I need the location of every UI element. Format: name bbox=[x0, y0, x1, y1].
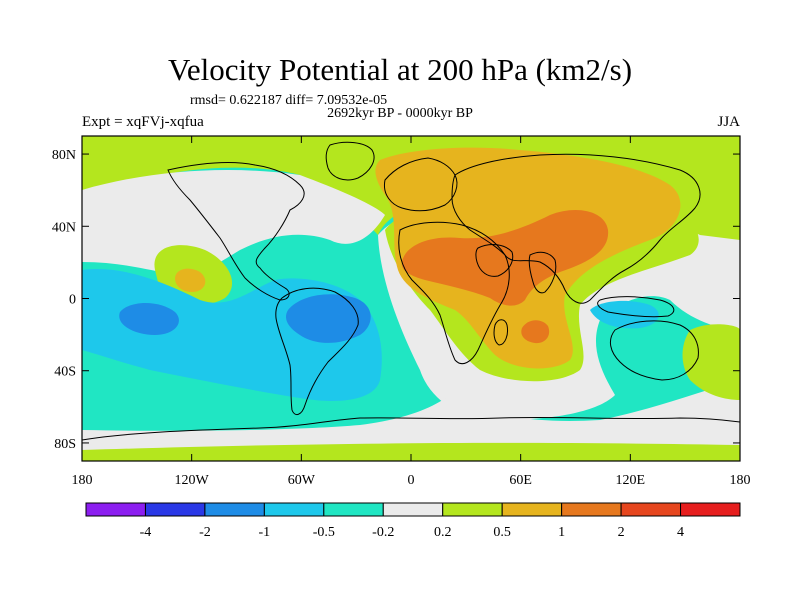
coast-arabia bbox=[475, 244, 514, 277]
coast-antarctica bbox=[82, 416, 740, 441]
lat-tick-label: 40S bbox=[54, 365, 76, 380]
colorbar-swatch bbox=[204, 502, 265, 517]
field-neutral-north-america bbox=[82, 170, 385, 276]
season-label: JJA bbox=[717, 114, 740, 130]
colorbar-tick-label: -2 bbox=[199, 525, 211, 540]
coast-asia bbox=[451, 153, 701, 304]
colorbar-tick-label: 0.2 bbox=[434, 525, 452, 540]
colorbar-swatch bbox=[501, 502, 563, 517]
lon-tick-label: 180 bbox=[730, 473, 751, 488]
colorbar-swatch bbox=[442, 502, 503, 517]
stats-label: rmsd= 0.622187 diff= 7.09532e-05 bbox=[190, 93, 388, 108]
lat-tick-label: 80S bbox=[54, 437, 76, 452]
field-pos-weak-south bbox=[82, 442, 740, 461]
plot-title: Velocity Potential at 200 hPa (km2/s) bbox=[167, 52, 633, 87]
lat-tick-label: 0 bbox=[69, 293, 76, 308]
field-pos-mid-pacific bbox=[175, 268, 206, 292]
field-neg-strong-west-pacific bbox=[119, 303, 179, 335]
period-label: 2692kyr BP - 0000kyr BP bbox=[327, 106, 473, 121]
colorbar-tick-label: -0.5 bbox=[313, 525, 335, 540]
colorbar-tick-label: 4 bbox=[677, 525, 684, 540]
coast-greenland bbox=[325, 141, 375, 181]
coast-south-america bbox=[275, 287, 359, 416]
colorbar-tick-label: 2 bbox=[618, 525, 625, 540]
colorbar-swatch bbox=[144, 502, 206, 517]
field-pos-strong-main bbox=[401, 210, 609, 306]
experiment-label: Expt = xqFVj-xqfua bbox=[82, 114, 204, 130]
field-neg-strong-south-america bbox=[285, 294, 371, 343]
coast-africa bbox=[398, 221, 510, 365]
coast-madagascar bbox=[493, 319, 508, 346]
colorbar-swatch bbox=[620, 502, 682, 517]
colorbar: -4 -2 -1 -0.5 -0.2 0.2 0.5 1 2 4 bbox=[85, 502, 741, 540]
lon-tick-label: 60W bbox=[288, 473, 316, 488]
colorbar-tick-label: -4 bbox=[140, 525, 152, 540]
lon-tick-label: 180 bbox=[72, 473, 93, 488]
coast-australia bbox=[609, 320, 699, 381]
colorbar-swatch bbox=[561, 502, 622, 517]
contour-fields bbox=[82, 136, 740, 461]
coast-europe bbox=[383, 157, 458, 212]
colorbar-tick-label: -0.2 bbox=[372, 525, 394, 540]
coast-india bbox=[528, 251, 557, 294]
colorbar-swatch bbox=[680, 502, 741, 517]
coastlines bbox=[82, 141, 740, 441]
lon-tick-label: 120W bbox=[175, 473, 210, 488]
lat-tick-label: 80N bbox=[52, 148, 76, 163]
colorbar-swatch bbox=[263, 502, 325, 517]
colorbar-tick-label: 0.5 bbox=[493, 525, 511, 540]
colorbar-swatch bbox=[382, 502, 444, 517]
field-neutral-south bbox=[82, 380, 740, 461]
lon-tick-label: 120E bbox=[616, 473, 646, 488]
colorbar-swatch bbox=[323, 502, 384, 517]
axis-ticks: 180 120W 60W 0 60E 120E 180 80N 40N 0 40S 80S bbox=[52, 136, 751, 488]
coast-north-america bbox=[167, 162, 305, 301]
lon-tick-label: 60E bbox=[509, 473, 532, 488]
lon-tick-label: 0 bbox=[408, 473, 415, 488]
field-pos-strong-indian bbox=[521, 320, 550, 344]
colorbar-swatch bbox=[85, 502, 146, 517]
colorbar-tick-label: 1 bbox=[558, 525, 565, 540]
colorbar-tick-label: -1 bbox=[259, 525, 271, 540]
lat-tick-label: 40N bbox=[52, 220, 76, 235]
coast-indonesia bbox=[597, 296, 675, 318]
